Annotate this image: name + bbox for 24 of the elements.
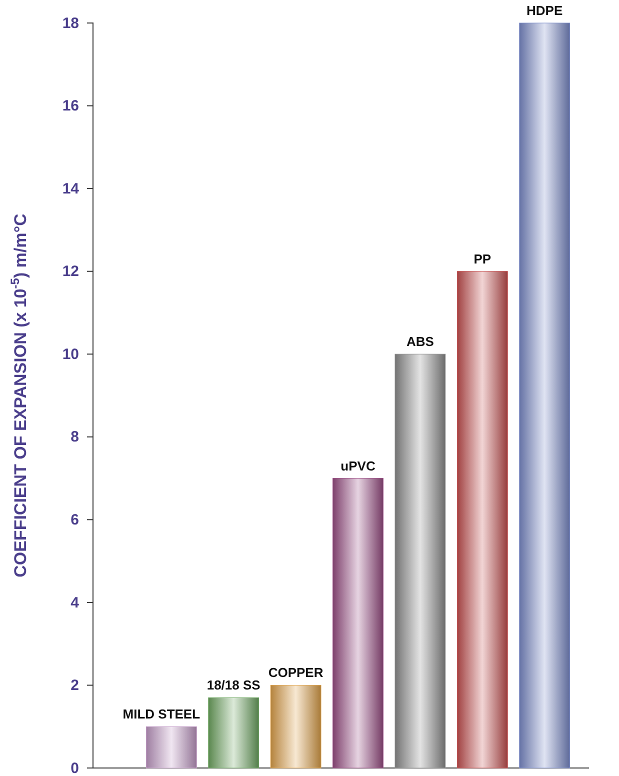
y-tick-label: 4 <box>70 594 80 612</box>
y-tick-label: 12 <box>62 263 79 280</box>
y-tick-label: 2 <box>70 677 79 694</box>
y-tick-label: 6 <box>70 511 79 528</box>
x-tick-label: MILD STEEL <box>122 706 200 722</box>
y-tick-label: 16 <box>62 98 79 115</box>
y-tick-label: 10 <box>62 346 79 363</box>
x-tick-label: uPVC <box>340 458 376 474</box>
y-tick-label: 0 <box>70 760 79 776</box>
bar <box>270 684 322 768</box>
x-tick-label: PP <box>474 251 492 266</box>
y-tick-label: 8 <box>70 428 79 446</box>
y-tick-label: 18 <box>62 14 79 32</box>
x-tick-label: HDPE <box>526 3 563 18</box>
bar <box>394 354 446 768</box>
y-tick-label: 14 <box>62 180 80 198</box>
bar <box>208 697 260 768</box>
x-tick-label: 18/18 SS <box>206 678 261 693</box>
bar <box>519 22 570 768</box>
bar <box>146 726 197 768</box>
bar <box>332 478 384 768</box>
bar <box>456 271 508 768</box>
x-tick-label: COPPER <box>268 665 324 680</box>
x-tick-label: ABS <box>406 334 434 350</box>
